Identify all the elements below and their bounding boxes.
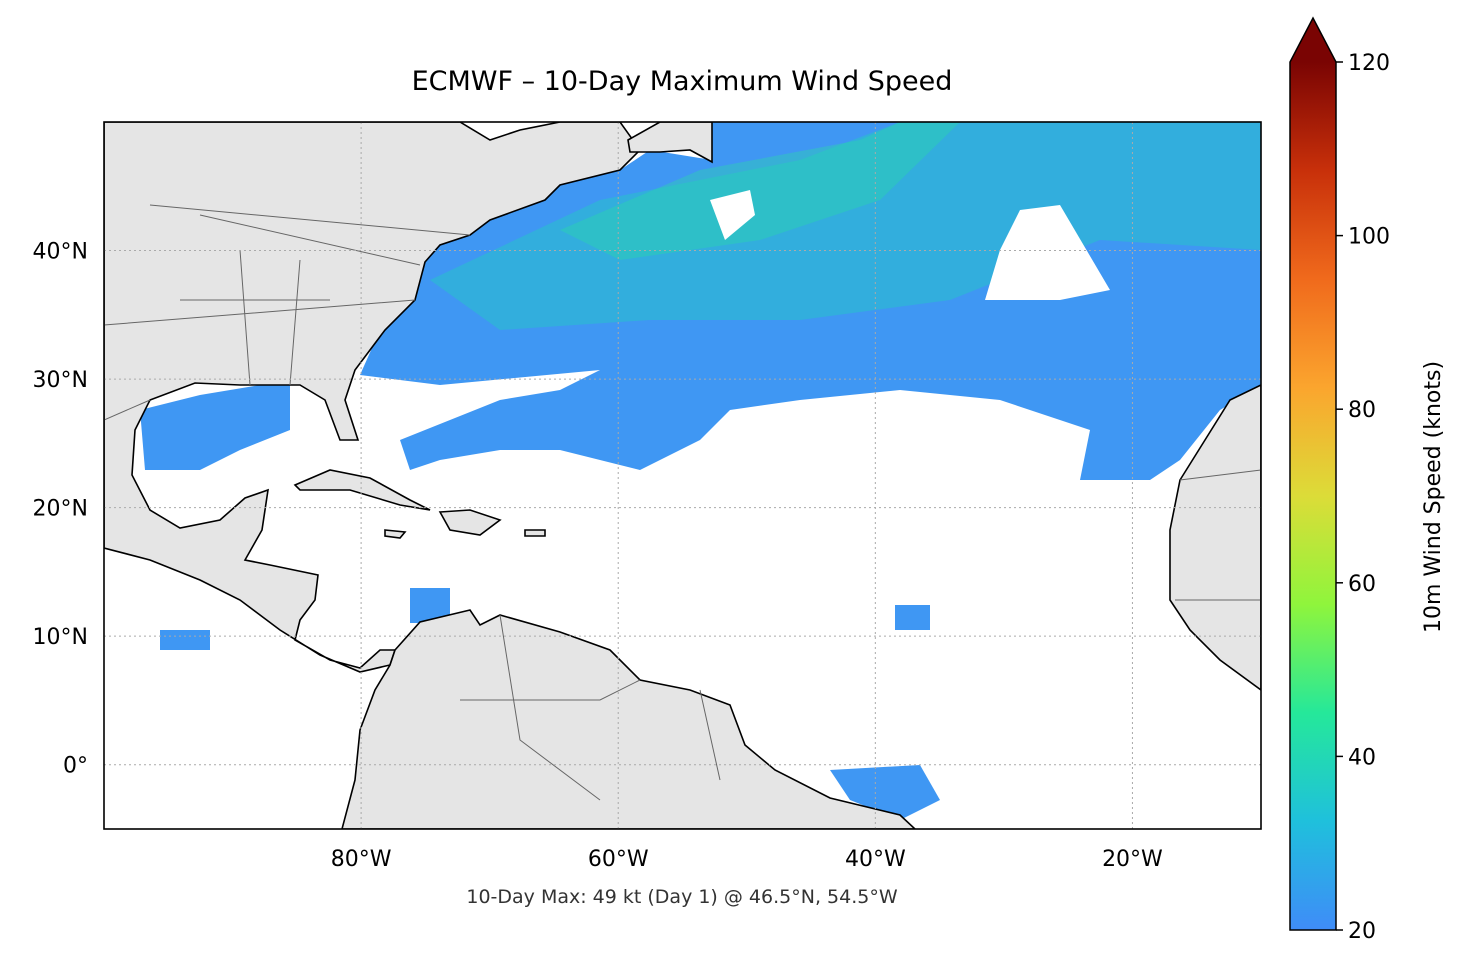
wind-area	[140, 380, 290, 470]
x-tick-label: 20°W	[1102, 847, 1163, 872]
colorbar-tick-label: 20	[1348, 919, 1376, 944]
map-layer	[104, 122, 1261, 829]
colorbar-extend	[1290, 18, 1336, 62]
grid-layer: 80°W 60°W 40°W 20°W 0° 10°N 20°N 30°N 40°N	[33, 122, 1261, 872]
y-tick-label: 0°	[63, 754, 88, 779]
wind-gap	[985, 205, 1110, 300]
hispaniola	[438, 509, 502, 536]
y-tick-label: 20°N	[33, 497, 88, 522]
x-tick-label: 40°W	[845, 847, 906, 872]
colorbar-tick-label: 120	[1348, 51, 1390, 76]
newfoundland	[627, 122, 713, 164]
wind-area	[830, 765, 940, 820]
y-tick-label: 30°N	[33, 368, 88, 393]
wind-area	[895, 605, 930, 630]
y-tick-label: 10°N	[33, 625, 88, 650]
annotation: 10-Day Max: 49 kt (Day 1) @ 46.5°N, 54.5…	[466, 886, 897, 908]
y-tick-label: 40°N	[33, 240, 88, 265]
africa	[1169, 384, 1261, 691]
colorbar-scale	[1290, 62, 1336, 930]
jamaica	[384, 529, 407, 539]
colorbar: 20 40 60 80 100 120	[1289, 16, 1390, 944]
wind-area	[160, 630, 210, 650]
wind-gap	[710, 190, 755, 240]
puerto-rico	[524, 529, 546, 537]
wind-streak	[560, 122, 960, 260]
colorbar-tick-label: 80	[1348, 398, 1376, 423]
borders	[104, 204, 1261, 801]
plot-frame	[103, 121, 1262, 830]
wind-streak	[430, 122, 1261, 330]
colorbar-label: 10m Wind Speed (knots)	[1421, 361, 1446, 633]
chart-title: ECMWF – 10-Day Maximum Wind Speed	[412, 66, 953, 97]
cuba	[293, 469, 431, 511]
colorbar-tick-label: 100	[1348, 225, 1390, 250]
x-tick-label: 60°W	[588, 847, 649, 872]
colorbar-tick-label: 40	[1348, 745, 1376, 770]
wind-field	[140, 122, 1261, 820]
colorbar-frame	[1289, 16, 1337, 931]
south-america	[341, 609, 917, 829]
colorbar-tick-label: 60	[1348, 572, 1376, 597]
x-tick-label: 80°W	[331, 847, 392, 872]
